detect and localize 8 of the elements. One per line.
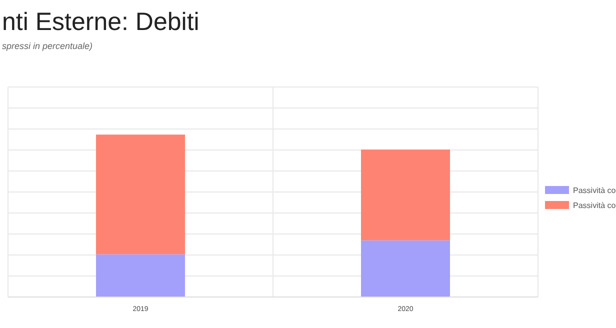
bar <box>361 150 450 240</box>
bar <box>361 240 450 297</box>
chart-title: nti Esterne: Debiti <box>2 8 200 36</box>
legend-label: Passività co <box>573 186 616 195</box>
legend-label: Passività co <box>573 201 616 210</box>
bar <box>96 134 185 254</box>
chart-subtitle: spressi in percentuale) <box>2 41 93 51</box>
bar <box>96 254 185 297</box>
